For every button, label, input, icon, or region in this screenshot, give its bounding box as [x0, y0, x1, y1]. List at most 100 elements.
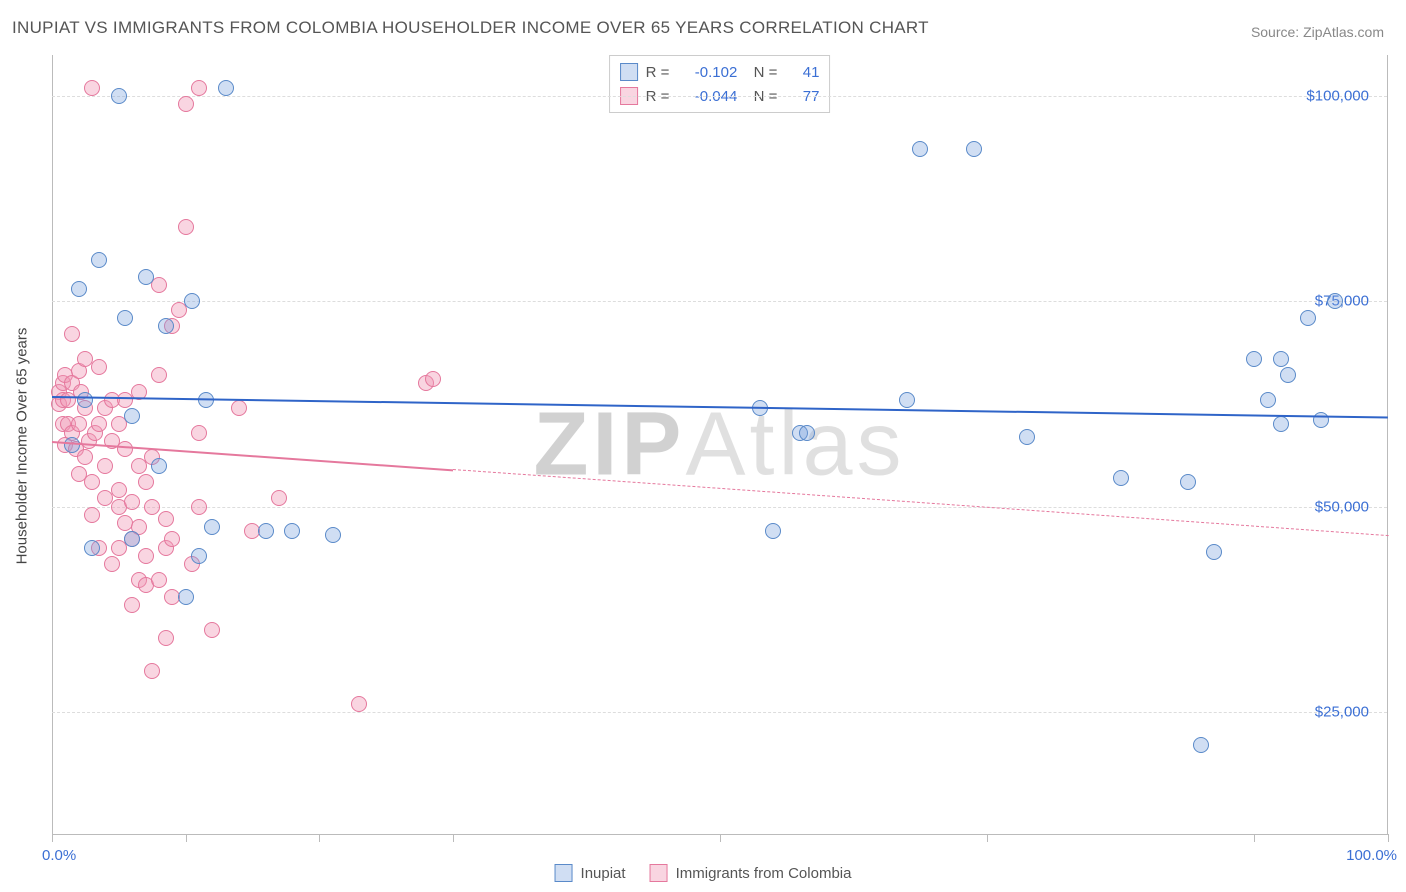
scatter-point — [258, 523, 274, 539]
x-tick — [186, 834, 187, 842]
gridline-h — [52, 507, 1387, 508]
legend-label-1: Inupiat — [581, 865, 626, 882]
scatter-point — [1193, 737, 1209, 753]
legend-item-2: Immigrants from Colombia — [650, 864, 852, 882]
watermark-zip: ZIP — [533, 394, 685, 494]
scatter-point — [117, 310, 133, 326]
correlation-legend: R = -0.102 N = 41 R = -0.044 N = 77 — [609, 55, 831, 113]
scatter-point — [1327, 293, 1343, 309]
scatter-point — [124, 494, 140, 510]
scatter-point — [899, 392, 915, 408]
scatter-point — [284, 523, 300, 539]
scatter-point — [84, 540, 100, 556]
y-tick-label: $100,000 — [1306, 88, 1369, 105]
scatter-point — [71, 416, 87, 432]
scatter-point — [1273, 351, 1289, 367]
scatter-point — [1273, 416, 1289, 432]
scatter-point — [111, 482, 127, 498]
legend-r-value-1: -0.102 — [681, 64, 737, 81]
scatter-point — [1300, 310, 1316, 326]
gridline-h — [52, 301, 1387, 302]
scatter-point — [1019, 429, 1035, 445]
scatter-point — [184, 293, 200, 309]
scatter-point — [178, 219, 194, 235]
scatter-point — [966, 141, 982, 157]
scatter-point — [1113, 470, 1129, 486]
scatter-point — [158, 630, 174, 646]
y-axis-line — [52, 55, 53, 834]
scatter-point — [191, 499, 207, 515]
scatter-point — [178, 589, 194, 605]
scatter-point — [191, 548, 207, 564]
scatter-point — [138, 269, 154, 285]
scatter-point — [799, 425, 815, 441]
scatter-point — [204, 519, 220, 535]
legend-bottom: Inupiat Immigrants from Colombia — [555, 864, 852, 882]
scatter-point — [97, 458, 113, 474]
scatter-point — [1246, 351, 1262, 367]
scatter-point — [84, 507, 100, 523]
chart-title: INUPIAT VS IMMIGRANTS FROM COLOMBIA HOUS… — [12, 18, 929, 38]
scatter-point — [325, 527, 341, 543]
x-tick — [453, 834, 454, 842]
scatter-point — [164, 531, 180, 547]
chart-container: INUPIAT VS IMMIGRANTS FROM COLOMBIA HOUS… — [0, 0, 1406, 892]
x-tick — [1388, 834, 1389, 842]
scatter-point — [124, 408, 140, 424]
x-axis-label-right: 100.0% — [1346, 847, 1397, 864]
swatch-bottom-2 — [650, 864, 668, 882]
legend-item-1: Inupiat — [555, 864, 626, 882]
scatter-point — [912, 141, 928, 157]
scatter-point — [138, 474, 154, 490]
scatter-point — [64, 326, 80, 342]
scatter-point — [1280, 367, 1296, 383]
legend-label-2: Immigrants from Colombia — [676, 865, 852, 882]
swatch-series-1 — [620, 63, 638, 81]
scatter-point — [77, 449, 93, 465]
scatter-point — [111, 88, 127, 104]
scatter-point — [91, 416, 107, 432]
scatter-point — [178, 96, 194, 112]
scatter-point — [158, 511, 174, 527]
scatter-point — [351, 696, 367, 712]
scatter-point — [1180, 474, 1196, 490]
scatter-point — [204, 622, 220, 638]
scatter-point — [117, 441, 133, 457]
scatter-point — [271, 490, 287, 506]
scatter-point — [1260, 392, 1276, 408]
y-axis-title: Householder Income Over 65 years — [14, 328, 31, 565]
scatter-point — [151, 277, 167, 293]
scatter-point — [77, 392, 93, 408]
y-tick-label: $50,000 — [1315, 498, 1369, 515]
scatter-point — [218, 80, 234, 96]
y-tick-label: $25,000 — [1315, 703, 1369, 720]
scatter-point — [144, 499, 160, 515]
scatter-point — [124, 531, 140, 547]
scatter-point — [64, 437, 80, 453]
scatter-point — [151, 367, 167, 383]
legend-n-value-1: 41 — [789, 64, 819, 81]
legend-row-1: R = -0.102 N = 41 — [620, 60, 820, 84]
x-tick — [720, 834, 721, 842]
scatter-point — [1206, 544, 1222, 560]
x-tick — [52, 834, 53, 842]
scatter-point — [144, 663, 160, 679]
gridline-h — [52, 96, 1387, 97]
scatter-point — [158, 318, 174, 334]
plot-area: ZIPAtlas R = -0.102 N = 41 R = -0.044 N … — [52, 55, 1388, 835]
scatter-point — [91, 359, 107, 375]
scatter-point — [231, 400, 247, 416]
gridline-h — [52, 712, 1387, 713]
scatter-point — [191, 425, 207, 441]
x-tick — [1254, 834, 1255, 842]
trend-line — [453, 469, 1388, 536]
scatter-point — [71, 281, 87, 297]
scatter-point — [124, 597, 140, 613]
x-tick — [319, 834, 320, 842]
scatter-point — [765, 523, 781, 539]
scatter-point — [425, 371, 441, 387]
x-axis-label-left: 0.0% — [42, 847, 76, 864]
scatter-point — [151, 458, 167, 474]
source-label: Source: ZipAtlas.com — [1251, 24, 1384, 40]
scatter-point — [91, 252, 107, 268]
